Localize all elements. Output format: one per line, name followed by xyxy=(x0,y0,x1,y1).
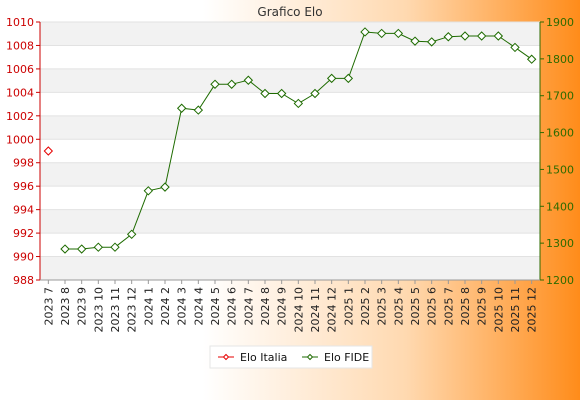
data-point xyxy=(276,88,287,99)
x-tick-label: 2024 4 xyxy=(192,287,205,326)
left-tick-label: 1010 xyxy=(6,16,34,29)
legend-label: Elo Italia xyxy=(240,351,287,364)
x-tick-label: 2023 9 xyxy=(76,287,89,326)
x-tick-label: 2025 4 xyxy=(392,287,405,326)
legend-label: Elo FIDE xyxy=(324,351,369,364)
left-tick-label: 988 xyxy=(13,274,34,287)
legend-box xyxy=(209,345,373,369)
left-tick-label: 996 xyxy=(13,180,34,193)
data-point xyxy=(343,73,354,84)
data-point xyxy=(260,88,270,99)
data-point xyxy=(476,31,487,41)
data-point xyxy=(460,31,470,41)
left-tick-label: 1002 xyxy=(6,110,34,123)
grid-band xyxy=(40,115,540,140)
x-tick-label: 2023 11 xyxy=(109,287,122,333)
x-tick-label: 2023 12 xyxy=(126,287,139,333)
x-tick-label: 2025 12 xyxy=(526,287,539,333)
right-tick-label: 1600 xyxy=(546,127,574,140)
x-tick-label: 2024 12 xyxy=(326,287,339,333)
x-tick-label: 2024 7 xyxy=(242,287,255,326)
x-tick-label: 2025 10 xyxy=(492,287,505,333)
x-tick-label: 2023 7 xyxy=(42,287,55,326)
left-tick-label: 998 xyxy=(13,157,34,170)
data-point xyxy=(193,105,204,115)
right-tick-label: 1400 xyxy=(546,200,574,213)
x-tick-label: 2024 1 xyxy=(142,287,155,326)
x-tick-label: 2025 5 xyxy=(409,287,422,326)
data-point xyxy=(210,79,220,89)
data-point xyxy=(176,103,187,113)
right-tick-label: 1700 xyxy=(546,90,574,103)
x-tick-label: 2025 2 xyxy=(359,287,372,326)
legend-marker xyxy=(306,353,314,361)
x-tick-label: 2025 6 xyxy=(426,287,439,326)
right-tick-label: 1900 xyxy=(546,16,574,29)
left-tick-label: 990 xyxy=(13,251,34,264)
data-point xyxy=(443,32,454,42)
data-point xyxy=(393,28,404,39)
x-tick-label: 2024 3 xyxy=(176,287,189,326)
data-point xyxy=(410,36,420,46)
grid-band xyxy=(40,68,540,93)
plot-area xyxy=(40,22,540,280)
left-tick-label: 992 xyxy=(13,227,34,240)
data-point xyxy=(76,244,87,254)
data-point xyxy=(226,79,237,89)
chart-title: Grafico Elo xyxy=(257,5,322,19)
grid-band xyxy=(40,209,540,234)
x-tick-label: 2025 7 xyxy=(442,287,455,326)
data-point xyxy=(310,88,320,99)
data-point xyxy=(526,54,537,64)
x-tick-label: 2025 9 xyxy=(476,287,489,326)
data-point xyxy=(426,37,437,47)
data-point xyxy=(493,31,504,41)
data-point xyxy=(143,186,154,196)
data-point xyxy=(293,98,304,109)
data-point xyxy=(60,244,70,254)
left-tick-label: 1006 xyxy=(6,63,34,76)
x-tick-label: 2024 6 xyxy=(226,287,239,326)
data-point xyxy=(360,27,370,37)
data-point xyxy=(126,229,137,240)
data-point xyxy=(110,242,120,252)
grid-band xyxy=(40,162,540,187)
x-tick-label: 2023 8 xyxy=(59,287,72,326)
right-tick-label: 1200 xyxy=(546,274,574,287)
left-tick-label: 1008 xyxy=(6,39,34,52)
data-point xyxy=(510,42,520,53)
data-point xyxy=(326,73,337,84)
x-tick-label: 2024 5 xyxy=(209,287,222,326)
x-tick-label: 2025 3 xyxy=(376,287,389,326)
x-tick-label: 2024 2 xyxy=(159,287,172,326)
x-tick-label: 2025 1 xyxy=(342,287,355,326)
data-point xyxy=(376,28,387,39)
left-tick-label: 994 xyxy=(13,204,34,217)
x-tick-label: 2025 8 xyxy=(459,287,472,326)
legend-marker xyxy=(222,353,230,361)
data-point xyxy=(243,75,254,85)
x-tick-label: 2024 9 xyxy=(276,287,289,326)
data-point xyxy=(93,242,104,252)
x-tick-label: 2024 10 xyxy=(292,287,305,333)
grid-band xyxy=(40,256,540,280)
left-tick-label: 1000 xyxy=(6,133,34,146)
right-tick-label: 1800 xyxy=(546,53,574,66)
right-tick-label: 1300 xyxy=(546,237,574,250)
left-tick-label: 1004 xyxy=(6,86,34,99)
x-tick-label: 2024 8 xyxy=(259,287,272,326)
x-tick-label: 2023 10 xyxy=(92,287,105,333)
right-tick-label: 1500 xyxy=(546,163,574,176)
data-point xyxy=(43,146,54,156)
data-point xyxy=(160,182,170,192)
x-tick-label: 2025 11 xyxy=(509,287,522,333)
x-tick-label: 2024 11 xyxy=(309,287,322,333)
